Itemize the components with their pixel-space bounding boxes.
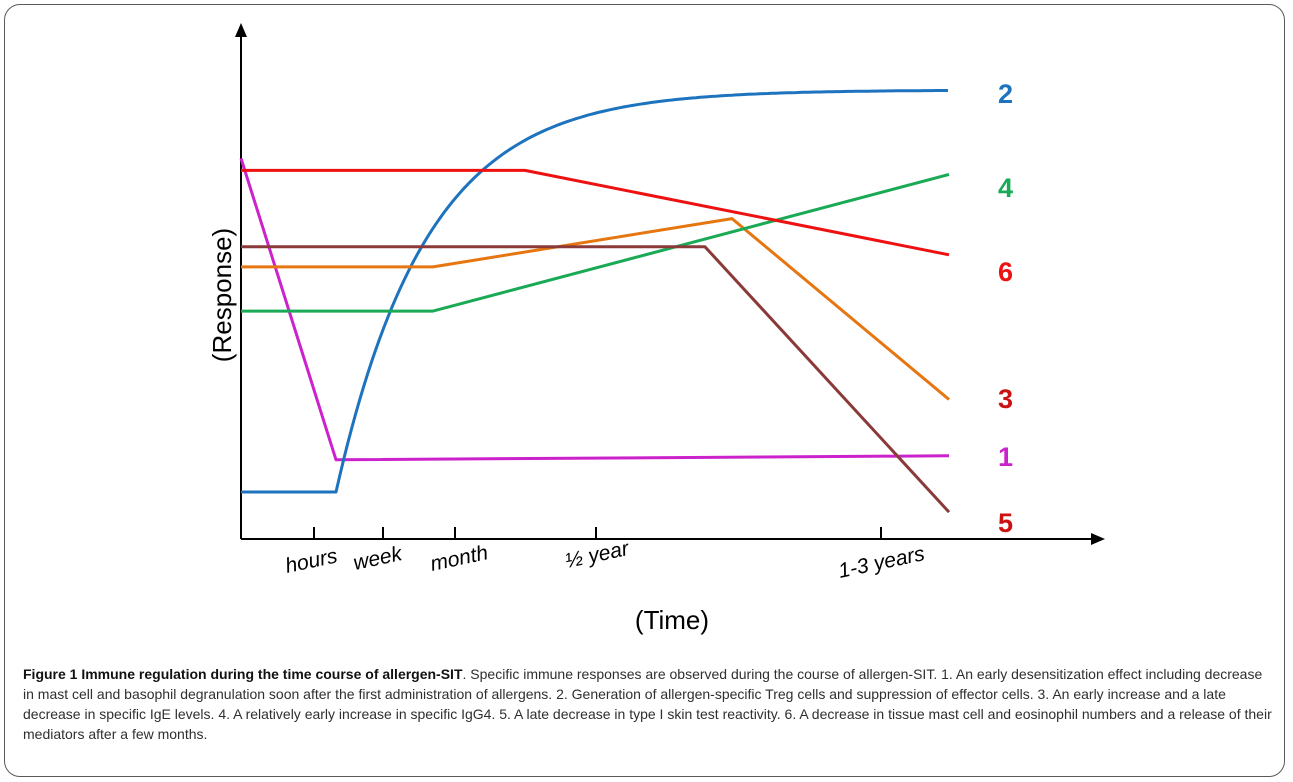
series-line-5 (241, 245, 951, 514)
series-line-6 (241, 168, 950, 257)
figure-frame: hours week month ½ year 1-3 years 1 2 3 4 5 6 (Re… (4, 4, 1285, 777)
series-line-4 (241, 172, 950, 313)
x-tick-label: hours (283, 544, 340, 578)
series-labels: 1 2 3 4 5 6 (998, 79, 1013, 538)
series-lines (239, 89, 951, 514)
chart-svg: hours week month ½ year 1-3 years 1 2 3 4 5 6 (Re… (207, 23, 1105, 635)
x-axis-arrow (1091, 533, 1105, 545)
x-tick-label: 1-3 years (836, 542, 927, 583)
x-tick-label: ½ year (563, 537, 632, 573)
x-axis-label: (Time) (635, 605, 709, 635)
caption-title: Figure 1 Immune regulation during the ti… (23, 666, 463, 682)
series-line-1 (239, 157, 950, 462)
series-label-4: 4 (998, 173, 1013, 203)
y-axis-arrow (235, 23, 247, 37)
series-label-5: 5 (998, 508, 1013, 538)
series-label-6: 6 (998, 257, 1013, 287)
x-tick-label: month (428, 541, 490, 576)
x-tick-label: week (351, 542, 405, 575)
caption-body: . Specific immune responses are observed… (23, 666, 1272, 742)
y-axis-label: (Response) (207, 228, 237, 362)
figure-caption: Figure 1 Immune regulation during the ti… (23, 664, 1273, 744)
series-label-1: 1 (998, 442, 1013, 472)
series-label-2: 2 (998, 79, 1013, 109)
series-line-2 (241, 89, 948, 494)
tick-labels: hours week month ½ year 1-3 years (283, 537, 927, 583)
axes (235, 23, 1105, 545)
series-label-3: 3 (998, 384, 1013, 414)
series-line-3 (241, 217, 950, 401)
